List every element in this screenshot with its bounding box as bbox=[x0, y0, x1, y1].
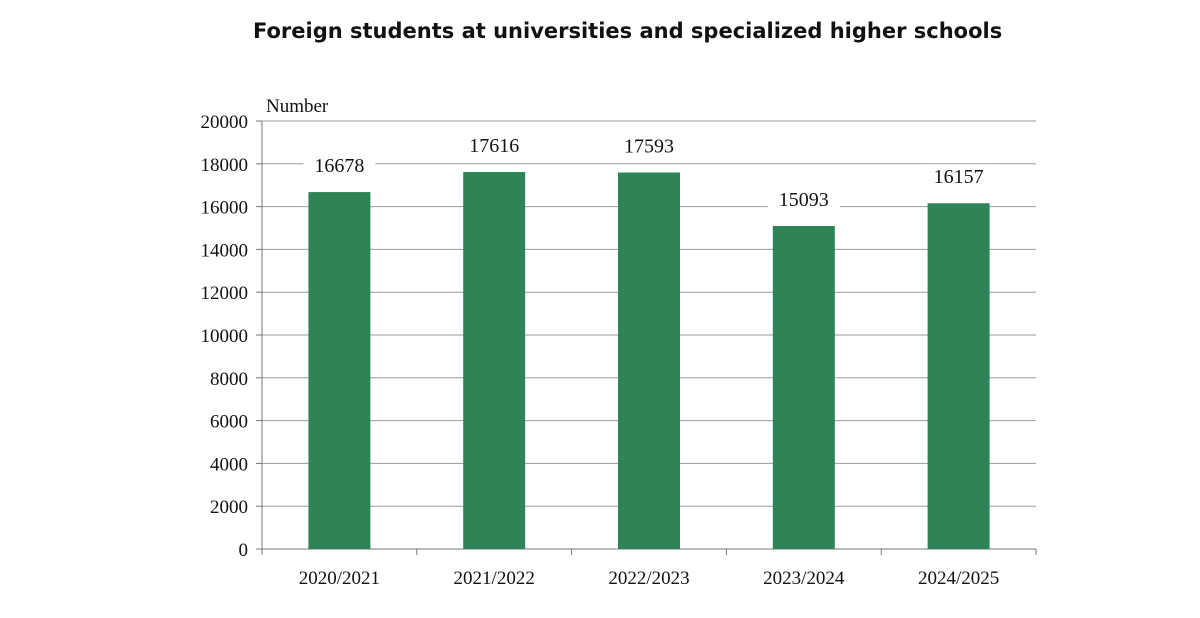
data-label: 15093 bbox=[779, 189, 829, 211]
y-axis-label: Number bbox=[266, 96, 329, 117]
y-tick-label: 18000 bbox=[201, 155, 249, 176]
data-label-background bbox=[458, 133, 531, 160]
y-tick-labels: 0 2000 4000 6000 8000 10000 12000 14000 16000 180… bbox=[201, 112, 249, 561]
y-tick-label: 14000 bbox=[201, 240, 249, 261]
x-tick-label: 2023/2024 bbox=[763, 568, 845, 589]
data-label: 16157 bbox=[934, 166, 984, 188]
y-tick-label: 16000 bbox=[201, 198, 249, 219]
y-tick-label: 4000 bbox=[210, 454, 248, 475]
bars bbox=[308, 172, 990, 550]
y-tick-label: 8000 bbox=[210, 369, 248, 390]
y-tick-label: 20000 bbox=[201, 112, 249, 133]
bar bbox=[772, 226, 835, 549]
bar bbox=[463, 172, 526, 550]
y-tick-label: 10000 bbox=[201, 326, 249, 347]
y-tick-label: 2000 bbox=[210, 497, 248, 518]
y-tick-label: 12000 bbox=[201, 283, 249, 304]
x-tick-label: 2022/2023 bbox=[608, 568, 689, 589]
data-label: 16678 bbox=[314, 155, 364, 177]
data-labels: 16678 17616 17593 15093 16157 bbox=[303, 133, 995, 214]
y-tick-label: 0 bbox=[239, 540, 249, 561]
bar bbox=[927, 203, 990, 549]
data-label-background bbox=[767, 187, 840, 214]
x-tick-label: 2021/2022 bbox=[454, 568, 535, 589]
x-tick-labels: 2020/2021 2021/2022 2022/2023 2023/2024 2024… bbox=[299, 568, 999, 589]
data-label-background bbox=[303, 153, 376, 180]
x-tick-label: 2024/2025 bbox=[918, 568, 999, 589]
data-label: 17593 bbox=[624, 136, 674, 158]
data-label: 17616 bbox=[469, 135, 519, 157]
data-label-background bbox=[922, 164, 995, 191]
data-label-background bbox=[613, 133, 685, 160]
bar bbox=[618, 172, 680, 549]
bar bbox=[308, 192, 371, 549]
y-tick-label: 6000 bbox=[210, 412, 248, 433]
x-tick-label: 2020/2021 bbox=[299, 568, 380, 589]
chart-title: Foreign students at universities and spe… bbox=[253, 19, 1002, 43]
